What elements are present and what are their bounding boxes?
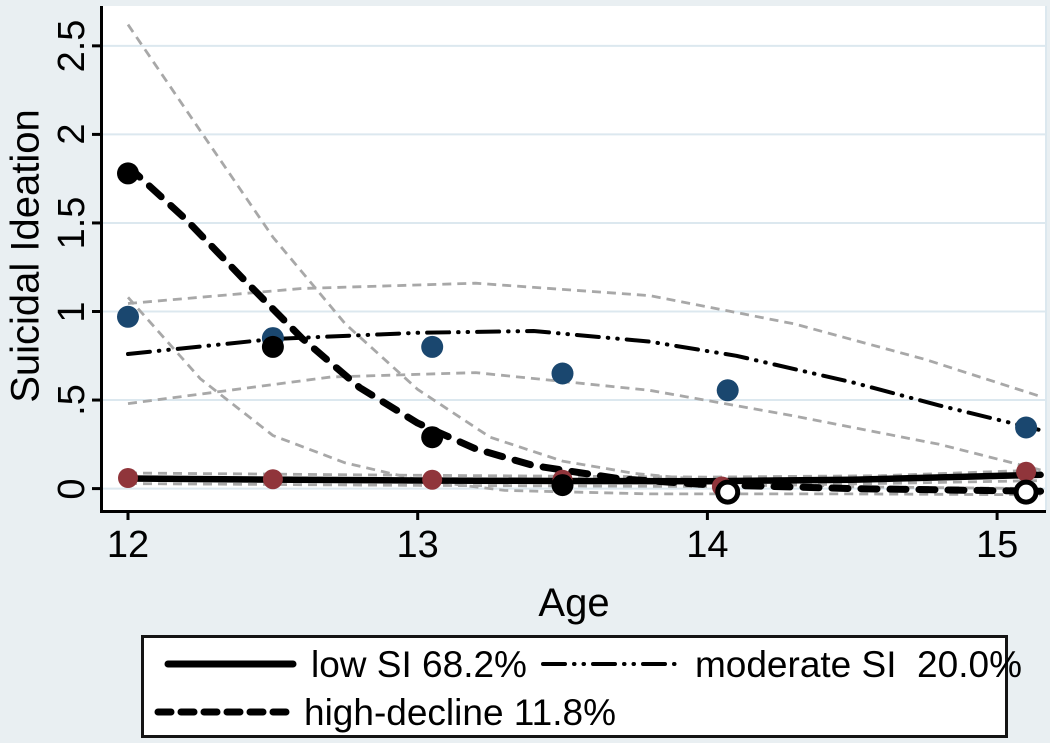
legend-row-2: high-decline 11.8% xyxy=(144,688,1005,736)
y-tick-label-15: 1.5 xyxy=(51,196,93,250)
legend-label-high-decline: high-decline 11.8% xyxy=(304,691,616,733)
y-tick-label-0: 0 xyxy=(51,478,93,500)
x-tick-label-14: 14 xyxy=(686,524,729,566)
y-tick-label-25: 2.5 xyxy=(51,19,93,73)
legend-line-sample-high-decline xyxy=(154,708,290,716)
legend: low SI 68.2% moderate SI 20.0% high-decl… xyxy=(141,635,1022,738)
legend-line-sample-moderate xyxy=(540,662,681,666)
x-tick-label-13: 13 xyxy=(396,524,439,566)
legend-row-1: low SI 68.2% moderate SI 20.0% xyxy=(144,640,1022,688)
y-tick-label-1: 1 xyxy=(51,300,93,323)
y-tick-label-05: .5 xyxy=(51,384,93,416)
legend-label-moderate: moderate SI 20.0% xyxy=(694,643,1022,685)
legend-label-low: low SI 68.2% xyxy=(311,643,527,685)
y-axis-title: Suicidal Ideation xyxy=(3,109,48,403)
x-axis-title: Age xyxy=(538,581,610,625)
legend-line-sample-low xyxy=(164,660,297,668)
x-tick-label-12: 12 xyxy=(106,524,150,566)
x-tick-label-15: 15 xyxy=(975,524,1019,566)
y-tick-label-2: 2 xyxy=(51,123,93,145)
plot-area xyxy=(101,6,1047,511)
